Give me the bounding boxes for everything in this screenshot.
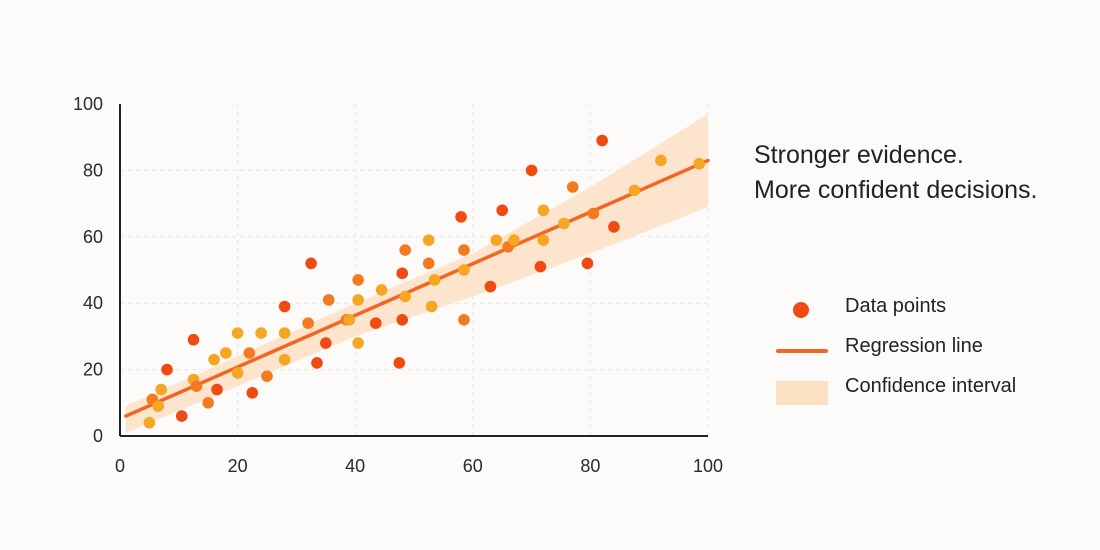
data-point <box>596 134 608 147</box>
x-tick-label: 20 <box>228 456 248 476</box>
confidence-band-layer <box>125 113 708 433</box>
legend-label-confidence-interval: Confidence interval <box>845 375 1017 397</box>
data-point <box>537 234 550 246</box>
data-point <box>566 181 579 193</box>
legend-label-data-points: Data points <box>845 295 947 317</box>
y-tick-label: 80 <box>83 160 103 180</box>
data-point <box>628 184 641 197</box>
y-tick-label: 60 <box>83 227 103 247</box>
data-point <box>608 221 620 233</box>
data-point <box>399 290 411 303</box>
confidence-band <box>125 113 708 433</box>
data-point-swatch <box>793 302 809 318</box>
data-point <box>152 400 165 412</box>
data-point <box>422 257 435 270</box>
data-point <box>525 164 538 177</box>
legend-label-regression-line: Regression line <box>845 335 983 357</box>
y-tick-label: 0 <box>93 426 103 446</box>
data-point <box>320 337 332 349</box>
data-point <box>655 154 667 167</box>
x-tick-label: 80 <box>580 456 600 476</box>
data-point <box>369 317 382 329</box>
data-point <box>537 204 550 217</box>
data-point <box>396 314 409 326</box>
data-point <box>587 207 600 220</box>
data-point <box>302 317 314 329</box>
y-tick-label: 20 <box>83 360 103 380</box>
data-point <box>581 257 594 270</box>
chart-axes <box>119 104 708 437</box>
regression-line-layer <box>124 158 710 418</box>
data-point <box>490 234 503 246</box>
data-point <box>422 234 435 246</box>
y-tick-label: 40 <box>83 293 103 313</box>
data-point <box>305 257 317 270</box>
data-points-layer <box>143 134 705 429</box>
data-point <box>343 314 356 326</box>
headline-line-1: Stronger evidence. <box>754 141 964 169</box>
data-point <box>143 416 156 429</box>
data-point <box>231 327 244 339</box>
data-point <box>458 264 470 276</box>
data-point <box>352 274 364 286</box>
headline: Stronger evidence. More confident decisi… <box>754 138 1037 208</box>
data-point <box>352 294 364 306</box>
data-point <box>278 353 291 366</box>
data-point <box>399 244 411 256</box>
regression-line-swatch <box>776 349 828 353</box>
data-point <box>246 387 259 399</box>
x-tick-label: 100 <box>693 456 723 476</box>
data-point <box>211 383 223 396</box>
data-point <box>278 327 291 339</box>
confidence-band-swatch <box>776 381 828 405</box>
data-point <box>393 357 406 369</box>
data-point <box>175 410 188 422</box>
x-tick-label: 60 <box>463 456 483 476</box>
data-point <box>458 244 470 256</box>
data-point <box>220 347 232 359</box>
data-point <box>190 380 203 393</box>
data-point <box>496 204 509 217</box>
legend-item-regression-line: Regression line <box>776 292 1076 357</box>
data-point <box>208 353 220 366</box>
data-point <box>155 383 167 396</box>
data-point <box>161 363 173 376</box>
data-point <box>558 217 570 230</box>
data-point <box>534 260 547 273</box>
data-point <box>375 284 388 296</box>
data-point <box>322 294 335 306</box>
data-point <box>484 280 497 293</box>
data-point <box>352 337 364 349</box>
headline-line-2: More confident decisions. <box>754 176 1038 204</box>
data-point <box>261 370 273 383</box>
data-point <box>231 367 244 379</box>
data-point <box>455 211 467 223</box>
legend-item-confidence-interval: Confidence interval <box>776 292 1076 405</box>
data-point <box>396 267 409 280</box>
data-point <box>311 357 323 369</box>
x-tick-label: 0 <box>115 456 125 476</box>
data-point <box>278 300 291 313</box>
regression-line <box>124 158 710 418</box>
data-point <box>458 314 470 326</box>
data-point <box>202 397 214 409</box>
y-tick-label: 100 <box>73 94 103 114</box>
legend-item-data-points: Data points <box>776 292 1076 322</box>
tick-labels: 0 20 40 60 80 100 0 20 40 60 80 100 <box>73 94 723 476</box>
data-point <box>187 333 200 346</box>
x-tick-label: 40 <box>345 456 365 476</box>
data-point <box>693 157 705 170</box>
data-point <box>508 234 520 246</box>
data-point <box>255 327 267 339</box>
data-point <box>428 274 441 286</box>
data-point <box>425 300 438 313</box>
data-point <box>243 347 256 359</box>
